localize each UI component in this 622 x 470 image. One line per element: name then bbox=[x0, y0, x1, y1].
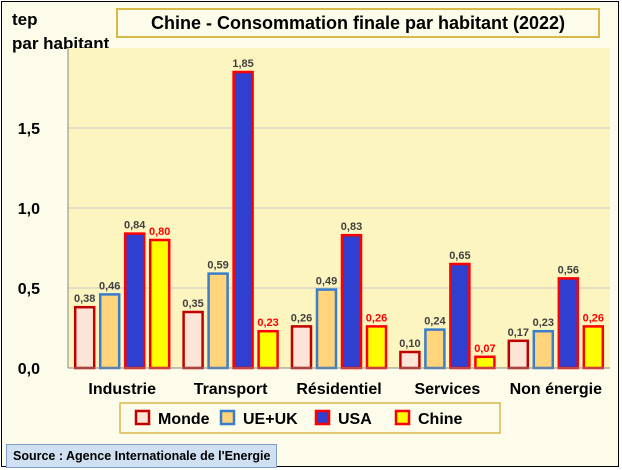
axes: 0,0 0,5 1,0 1,5 Industrie Transport Résidentie… bbox=[18, 48, 610, 398]
chart-title: Chine - Consommation finale par habitant… bbox=[116, 8, 600, 38]
category-label: Industrie bbox=[88, 381, 156, 398]
value-label: 0,49 bbox=[316, 276, 337, 288]
y-tick-label: 0,5 bbox=[18, 281, 40, 298]
bar-chine-3 bbox=[474, 355, 496, 370]
bar-usa-2 bbox=[340, 233, 363, 370]
category-label: Transport bbox=[194, 381, 268, 398]
bar-chine-1 bbox=[257, 329, 279, 370]
legend-swatch bbox=[134, 409, 151, 426]
legend-swatch bbox=[314, 409, 331, 426]
value-label: 0,23 bbox=[533, 317, 554, 329]
value-label: 0,26 bbox=[583, 312, 604, 324]
value-label: 0,65 bbox=[449, 250, 470, 262]
value-label: 0,59 bbox=[207, 260, 228, 272]
legend-label: USA bbox=[338, 411, 372, 428]
legend-swatch bbox=[219, 409, 236, 426]
legend: Monde UE+UK USA Chine bbox=[119, 402, 501, 434]
y-tick-label: 1,5 bbox=[18, 121, 40, 138]
value-labels: 0,38 0,46 0,840,80 0,35 0,59 1,85 0,23 0,26 0,49… bbox=[74, 58, 604, 355]
bar-monde-1 bbox=[182, 310, 204, 370]
legend-swatch bbox=[394, 409, 411, 426]
bar-monde-4 bbox=[507, 339, 530, 370]
bar-ueuk-3 bbox=[424, 328, 446, 370]
value-label: 0,17 bbox=[508, 327, 529, 339]
bar-usa-3 bbox=[449, 262, 471, 370]
value-label: 0,26 bbox=[291, 312, 312, 324]
value-label: 0,38 bbox=[74, 293, 95, 305]
value-label: 1,85 bbox=[232, 58, 253, 70]
y-tick-label: 1,0 bbox=[18, 201, 40, 218]
bar-chine-4 bbox=[582, 325, 605, 370]
value-label: 0,07 bbox=[474, 343, 495, 355]
category-label: Services bbox=[414, 381, 480, 398]
value-label: 0,35 bbox=[182, 298, 203, 310]
bar-chine-0 bbox=[148, 238, 171, 370]
bar-ueuk-1 bbox=[207, 272, 229, 370]
legend-label: UE+UK bbox=[243, 411, 298, 428]
category-label: Résidentiel bbox=[296, 381, 381, 398]
source-note: Source : Agence Internationale de l'Ener… bbox=[6, 444, 278, 468]
bar-ueuk-0 bbox=[98, 293, 121, 370]
bars bbox=[73, 70, 605, 370]
category-label: Non énergie bbox=[510, 381, 603, 398]
y-axis-title-line1: tep bbox=[12, 10, 38, 29]
value-label: 0,24 bbox=[424, 316, 446, 328]
bar-ueuk-4 bbox=[532, 329, 555, 370]
value-label: 0,23 bbox=[257, 317, 278, 329]
value-label: 0,56 bbox=[558, 264, 579, 276]
bar-monde-2 bbox=[290, 325, 313, 370]
bar-monde-0 bbox=[73, 305, 96, 370]
bar-usa-4 bbox=[557, 277, 580, 370]
y-tick-label: 0,0 bbox=[18, 361, 40, 378]
legend-label: Chine bbox=[418, 411, 463, 428]
value-label: 0,80 bbox=[149, 226, 170, 238]
bar-monde-3 bbox=[399, 350, 421, 370]
bar-usa-0 bbox=[123, 232, 146, 370]
legend-label: Monde bbox=[158, 411, 210, 428]
bar-chine-2 bbox=[365, 325, 388, 370]
value-label: 0,10 bbox=[399, 338, 420, 350]
value-label: 0,46 bbox=[99, 280, 120, 292]
value-label: 0,83 bbox=[341, 221, 362, 233]
bar-usa-1 bbox=[232, 70, 254, 370]
legend-box bbox=[119, 402, 501, 434]
value-label: 0,84 bbox=[124, 220, 146, 232]
value-label: 0,26 bbox=[366, 312, 387, 324]
bar-ueuk-2 bbox=[315, 288, 338, 370]
